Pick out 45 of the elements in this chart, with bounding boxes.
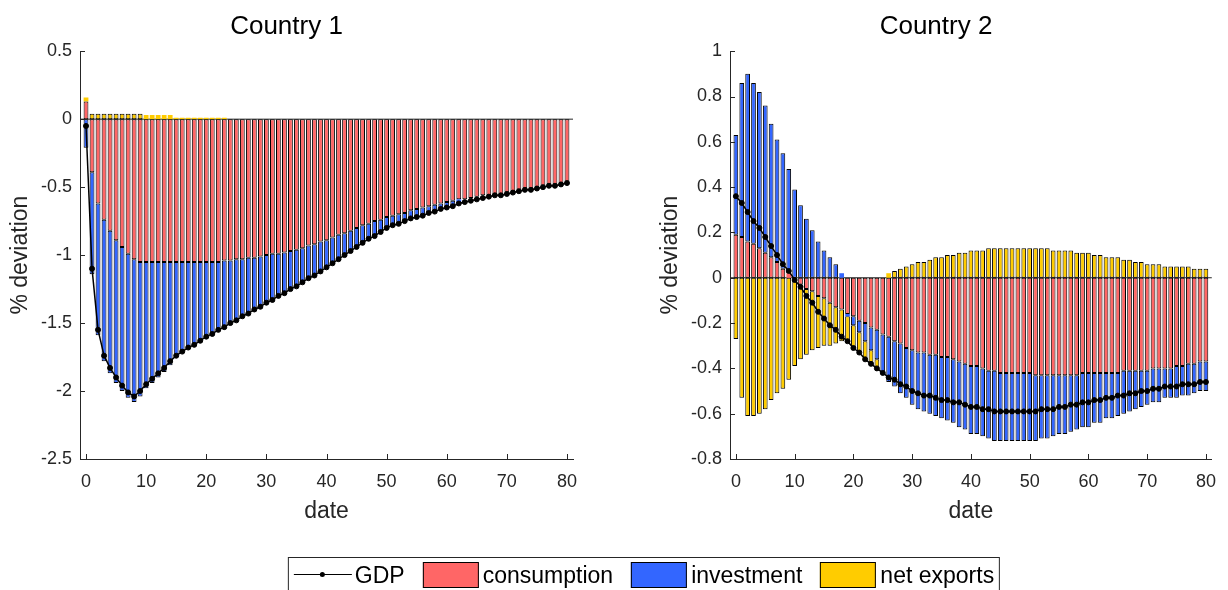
y-tick-label: 0.2 <box>696 221 722 242</box>
y-tick-label: 0 <box>711 266 722 287</box>
y-tick-label: -2.5 <box>40 447 72 468</box>
chart-title: Country 1 <box>230 9 343 40</box>
x-tick-label: 0 <box>730 470 741 491</box>
y-tick-label: -2 <box>55 380 72 400</box>
x-tick-label: 40 <box>316 470 337 491</box>
y-axis-title: % deviation <box>6 195 33 315</box>
x-tick-label: 20 <box>196 470 217 491</box>
x-tick-label: 10 <box>784 470 805 491</box>
x-tick-label: 60 <box>1078 470 1099 491</box>
y-tick-label: -0.2 <box>690 312 722 333</box>
chart-title: Country 2 <box>879 9 993 40</box>
y-axis-title: % deviation <box>656 195 683 315</box>
x-axis-title: date <box>948 496 994 523</box>
x-tick-label: 80 <box>1195 470 1216 491</box>
x-tick-label: 30 <box>902 470 923 491</box>
legend-label: GDP <box>354 561 405 589</box>
y-tick-label: -0.8 <box>690 447 722 468</box>
y-tick-label: 0.8 <box>696 85 722 106</box>
x-tick-label: 40 <box>960 470 981 491</box>
x-tick-label: 30 <box>256 470 277 491</box>
legend-label: consumption <box>482 561 614 589</box>
y-tick-label: -0.6 <box>690 402 722 423</box>
x-axis-title: date <box>304 496 349 523</box>
y-tick-label: 0 <box>61 108 72 129</box>
legend-label: net exports <box>880 561 995 589</box>
y-tick-label: 1 <box>711 40 722 61</box>
x-tick-label: 0 <box>81 470 92 491</box>
y-tick-label: 0.4 <box>696 176 722 197</box>
legend-label: investment <box>691 561 803 589</box>
y-tick-label: -1.5 <box>40 312 72 333</box>
x-tick-label: 70 <box>1137 470 1158 491</box>
y-tick-label: 0.6 <box>696 130 722 151</box>
y-tick-label: -0.4 <box>690 357 722 378</box>
x-tick-label: 10 <box>136 470 157 491</box>
x-tick-label: 70 <box>496 470 517 491</box>
x-tick-label: 50 <box>376 470 397 491</box>
x-tick-label: 50 <box>1019 470 1040 491</box>
y-tick-label: 0.5 <box>46 40 72 61</box>
x-tick-label: 80 <box>556 470 577 491</box>
y-tick-label: -0.5 <box>40 176 72 197</box>
x-tick-label: 60 <box>436 470 457 491</box>
x-tick-label: 20 <box>843 470 864 491</box>
y-tick-label: -1 <box>55 244 72 265</box>
